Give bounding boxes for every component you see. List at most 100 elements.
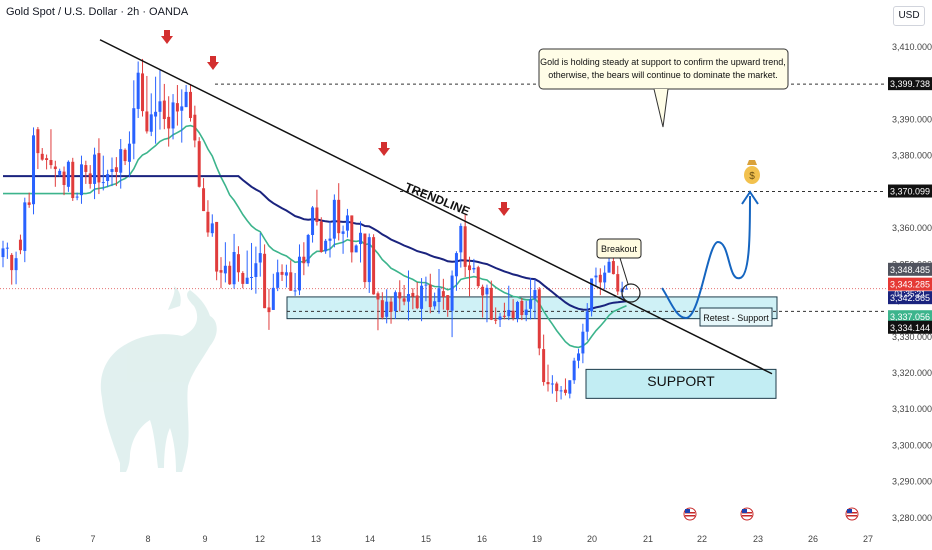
candle-body — [184, 91, 188, 108]
candle-body — [463, 226, 467, 267]
candle — [175, 85, 179, 126]
candle-body — [350, 215, 354, 253]
candle — [280, 264, 284, 281]
candle — [402, 284, 406, 306]
candle — [324, 238, 328, 254]
candle-body — [529, 299, 533, 309]
candle-body — [136, 72, 140, 109]
candle-body — [406, 294, 410, 302]
candle-body — [507, 309, 511, 317]
candle — [14, 251, 18, 285]
candle — [411, 288, 415, 310]
candle — [228, 261, 232, 285]
candle-body — [328, 238, 332, 241]
price-label-box — [888, 291, 932, 305]
candle — [568, 380, 572, 399]
candle — [180, 89, 184, 143]
candle-body — [114, 167, 118, 172]
candle — [624, 285, 628, 290]
candle-body — [616, 274, 620, 292]
candle — [245, 250, 249, 284]
candle-body — [380, 300, 384, 318]
candle — [88, 165, 92, 189]
price-axis[interactable]: 3,280.000 3,290.000 3,300.000 3,310.000 3,32… — [886, 0, 932, 550]
countdown-label: 01:35:21 — [894, 290, 926, 299]
flag-canton — [685, 509, 690, 513]
chart-title: Gold Spot / U.S. Dollar · 2h · OANDA — [6, 6, 189, 18]
candle-body — [376, 293, 380, 300]
candle — [123, 148, 127, 166]
candle — [454, 251, 458, 291]
candle — [306, 233, 310, 267]
price-label: 3,343.285 — [890, 280, 930, 290]
candle-body — [53, 166, 57, 170]
candle-body — [158, 101, 162, 112]
candle — [145, 75, 149, 134]
candle — [459, 223, 463, 268]
candle-body — [306, 234, 310, 264]
candle-body — [454, 253, 458, 277]
candle-body — [197, 141, 201, 187]
candle — [441, 278, 445, 310]
price-label-box — [888, 184, 932, 198]
candle-body — [515, 301, 519, 319]
candle — [62, 166, 66, 196]
currency-button[interactable]: USD — [893, 6, 925, 26]
candle-body — [533, 290, 537, 299]
candle-body — [420, 285, 424, 309]
time-tick-label: 8 — [145, 534, 150, 544]
candle-body — [367, 237, 371, 283]
candle-body — [603, 272, 607, 283]
candle-body — [524, 309, 528, 316]
candle — [149, 93, 153, 137]
time-axis[interactable]: 6 7 8 9 12 13 14 15 16 19 20 21 22 23 26 27 — [35, 534, 873, 544]
candle — [284, 264, 288, 288]
candle — [555, 381, 559, 402]
candle — [158, 69, 162, 130]
candle-body — [319, 221, 323, 253]
time-tick-label: 27 — [863, 534, 873, 544]
projection-path — [661, 195, 751, 320]
candle-body — [93, 154, 97, 184]
candle-body — [302, 256, 306, 264]
red-down-arrow-icon — [161, 30, 173, 44]
candle — [271, 273, 275, 310]
candle — [507, 285, 511, 321]
time-tick-label: 26 — [808, 534, 818, 544]
candle-body — [271, 287, 275, 310]
candle-body — [450, 275, 454, 311]
candle — [494, 307, 498, 325]
candle-body — [568, 380, 572, 394]
support-zone-lower — [585, 368, 777, 399]
candle — [18, 234, 22, 255]
candle — [184, 85, 188, 108]
candle-body — [581, 331, 585, 354]
candle — [36, 127, 40, 170]
candle-body — [411, 292, 415, 297]
candle — [58, 168, 62, 177]
candle — [49, 129, 53, 169]
candle — [254, 246, 258, 294]
candle-body — [345, 215, 349, 231]
candle-body — [258, 253, 262, 263]
candle — [132, 80, 136, 160]
price-tick-label: 3,320.000 — [892, 368, 932, 378]
price-label: 3,334.144 — [890, 323, 930, 333]
callout-pointer — [653, 88, 669, 128]
candle — [468, 256, 472, 297]
candle — [594, 267, 598, 287]
candle-body — [415, 295, 419, 309]
candle-body — [263, 253, 267, 309]
candle — [337, 183, 341, 241]
price-tick-label: 3,310.000 — [892, 404, 932, 414]
candle — [27, 192, 31, 208]
price-tick-label: 3,290.000 — [892, 477, 932, 487]
candle-body — [97, 153, 101, 183]
candle — [311, 206, 315, 243]
candle — [559, 386, 563, 400]
candle-body — [459, 225, 463, 253]
candle — [75, 192, 79, 201]
candle — [385, 289, 389, 324]
candle-body — [154, 111, 158, 117]
